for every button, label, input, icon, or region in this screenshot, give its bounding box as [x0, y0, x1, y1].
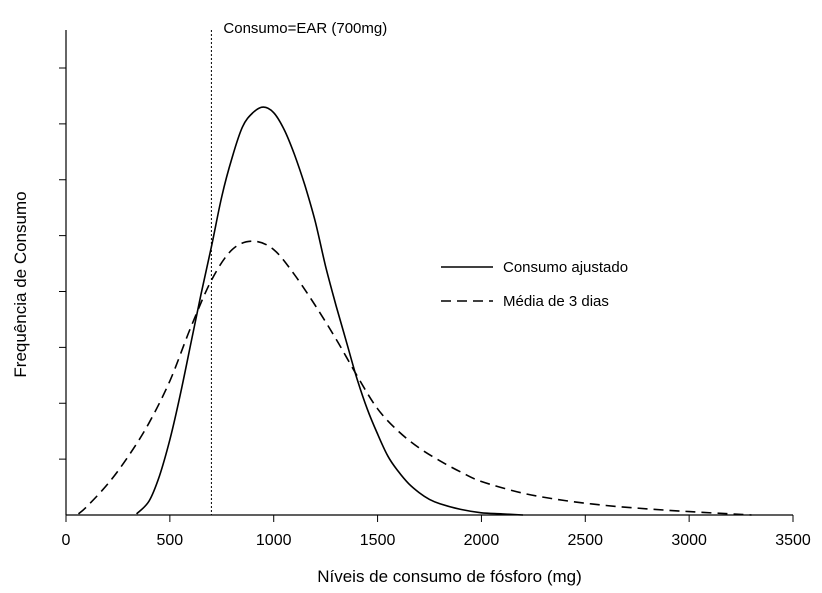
legend-label-media-3-dias: Média de 3 dias: [503, 293, 609, 310]
x-tick-label: 2000: [464, 532, 500, 549]
y-axis-label: Frequência de Consumo: [11, 191, 30, 377]
x-tick-label: 1500: [360, 532, 396, 549]
axes-group: 0 500 1000 1500 2000 2500 3000 3500: [59, 30, 811, 549]
series-line-consumo-ajustado: [136, 106, 524, 516]
x-tick-label: 500: [157, 532, 184, 549]
x-tick-label: 2500: [567, 532, 603, 549]
x-tick-label: 3500: [775, 532, 811, 549]
reference-line-label: Consumo=EAR (700mg): [223, 20, 387, 37]
x-tick-label: 0: [62, 532, 71, 549]
x-tick-label: 3000: [671, 532, 707, 549]
legend-label-consumo-ajustado: Consumo ajustado: [503, 259, 628, 276]
legend: Consumo ajustado Média de 3 dias: [441, 259, 628, 310]
x-tick-label: 1000: [256, 532, 292, 549]
series-line-media-3-dias: [77, 240, 752, 516]
series-group: [77, 106, 752, 516]
x-axis-label: Níveis de consumo de fósforo (mg): [317, 567, 582, 586]
